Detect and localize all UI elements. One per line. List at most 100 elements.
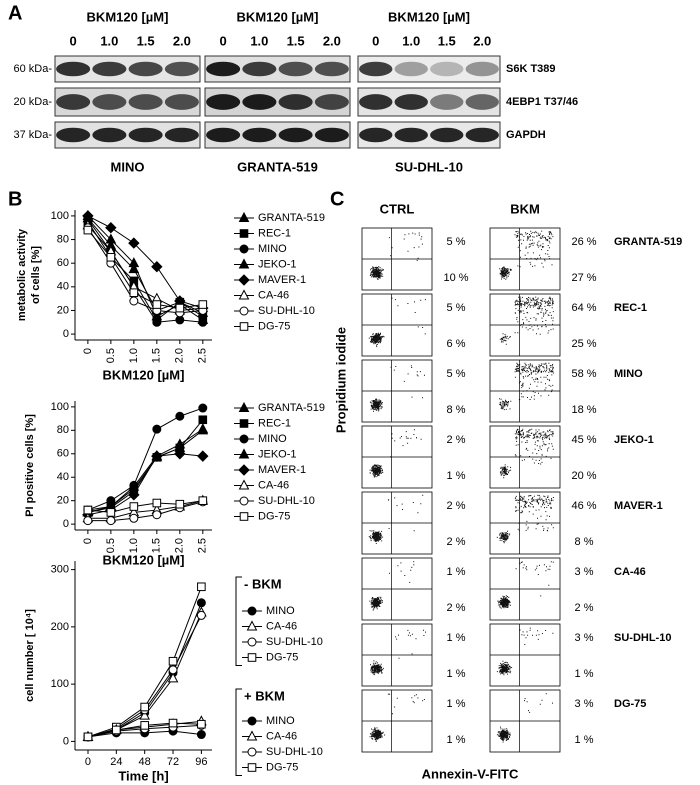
blot-band xyxy=(128,61,163,77)
percent-label: 10 % xyxy=(443,272,468,284)
y-tick-label: 20 xyxy=(57,495,69,507)
legend-marker xyxy=(238,464,250,476)
dose-label: 1.5 xyxy=(287,33,305,48)
legend-marker xyxy=(239,512,249,521)
x-axis-label: BKM120 [µM] xyxy=(103,552,185,567)
blot-band xyxy=(242,94,277,110)
legend-marker xyxy=(239,419,249,428)
data-point xyxy=(197,313,209,324)
blot-band xyxy=(242,127,277,143)
flow-dots xyxy=(497,561,554,609)
data-point xyxy=(129,513,139,523)
blot-band xyxy=(314,94,349,110)
data-point xyxy=(112,725,121,735)
data-point xyxy=(105,233,117,244)
data-point xyxy=(174,448,186,460)
legend-label: MAVER-1 xyxy=(258,464,306,476)
flow-x-label: Annexin-V-FITC xyxy=(422,766,519,781)
y-tick-label: 200 xyxy=(51,621,69,633)
dose-label: 1.0 xyxy=(100,33,118,48)
blot-band xyxy=(430,94,464,110)
legend-bracket xyxy=(235,688,242,776)
row-label: CA-46 xyxy=(614,566,646,578)
treatment-label: BKM120 [µM] xyxy=(237,9,319,24)
percent-label: 1 % xyxy=(575,668,594,680)
data-point xyxy=(198,415,208,425)
y-tick-label: 0 xyxy=(63,735,69,747)
dose-label: 2.0 xyxy=(323,33,341,48)
blot-band xyxy=(128,127,163,143)
blot-band xyxy=(164,61,199,77)
data-point xyxy=(198,300,208,309)
y-tick-label: 80 xyxy=(57,233,69,245)
row-label: GRANTA-519 xyxy=(614,236,682,248)
y-tick-label: 40 xyxy=(57,471,69,483)
flow-dots xyxy=(369,561,415,611)
legend-marker xyxy=(247,653,257,662)
data-point xyxy=(197,582,206,592)
blot-band xyxy=(92,94,127,110)
blot-band xyxy=(394,127,428,143)
percent-label: 27 % xyxy=(571,272,596,284)
blot-band xyxy=(465,127,499,143)
y-tick-label: 100 xyxy=(51,210,69,222)
x-axis-label: BKM120 [µM] xyxy=(103,367,185,382)
flow-dots xyxy=(370,629,426,676)
cell-line-label: MINO xyxy=(111,159,145,174)
y-tick-label: 40 xyxy=(57,281,69,293)
legend-marker xyxy=(238,448,250,459)
data-point xyxy=(168,656,178,666)
x-tick-label: 2.5 xyxy=(197,538,209,553)
blot-band xyxy=(128,94,163,110)
kda-label: 37 kDa- xyxy=(13,129,52,141)
legend-marker xyxy=(238,401,250,412)
legend-label: MINO xyxy=(266,605,295,617)
protein-label: S6K T389 xyxy=(506,63,556,75)
legend-marker xyxy=(239,306,249,316)
percent-label: 3 % xyxy=(575,698,594,710)
legend-marker xyxy=(238,211,250,222)
dose-label: 2.0 xyxy=(473,33,491,48)
x-tick-label: 48 xyxy=(139,756,151,768)
flow-dots xyxy=(368,297,426,348)
percent-label: 1 % xyxy=(447,566,466,578)
x-tick-label: 1.5 xyxy=(151,538,163,553)
blot-band xyxy=(465,94,499,110)
y-tick-label: 20 xyxy=(57,304,69,316)
blot-band xyxy=(278,94,313,110)
percent-label: 2 % xyxy=(447,602,466,614)
legend-label: DG-75 xyxy=(266,651,298,663)
blot-band xyxy=(430,61,464,77)
legend-marker xyxy=(238,479,250,490)
blot-band xyxy=(394,61,428,77)
percent-label: 1 % xyxy=(447,668,466,680)
percent-label: 26 % xyxy=(571,236,596,248)
kda-label: 20 kDa- xyxy=(13,96,52,108)
legend-marker xyxy=(238,258,250,269)
legend-label: MINO xyxy=(258,433,287,445)
flow-dots xyxy=(499,230,554,280)
data-point xyxy=(128,237,140,249)
data-point xyxy=(139,709,151,720)
column-header: BKM xyxy=(510,201,540,216)
series-line xyxy=(87,407,203,511)
y-tick-label: 300 xyxy=(51,563,69,575)
data-point xyxy=(106,516,116,526)
panel-letter: C xyxy=(330,188,344,210)
legend-label: CA-46 xyxy=(266,620,297,632)
y-tick-label: 100 xyxy=(51,401,69,413)
x-tick-label: 72 xyxy=(167,756,179,768)
legend-marker xyxy=(247,747,257,757)
percent-label: 1 % xyxy=(575,734,594,746)
percent-label: 2 % xyxy=(447,536,466,548)
series-line xyxy=(87,229,203,309)
legend-label: DG-75 xyxy=(258,510,290,522)
y-tick-label: 0 xyxy=(63,518,69,530)
blot-band xyxy=(206,127,241,143)
percent-label: 58 % xyxy=(571,368,596,380)
series-line xyxy=(87,419,204,511)
y-axis-label: PI positive cells [%] xyxy=(24,414,36,517)
blot-band xyxy=(56,94,91,110)
row-label: REC-1 xyxy=(614,302,647,314)
flow-y-label: Propidium iodide xyxy=(333,327,348,433)
